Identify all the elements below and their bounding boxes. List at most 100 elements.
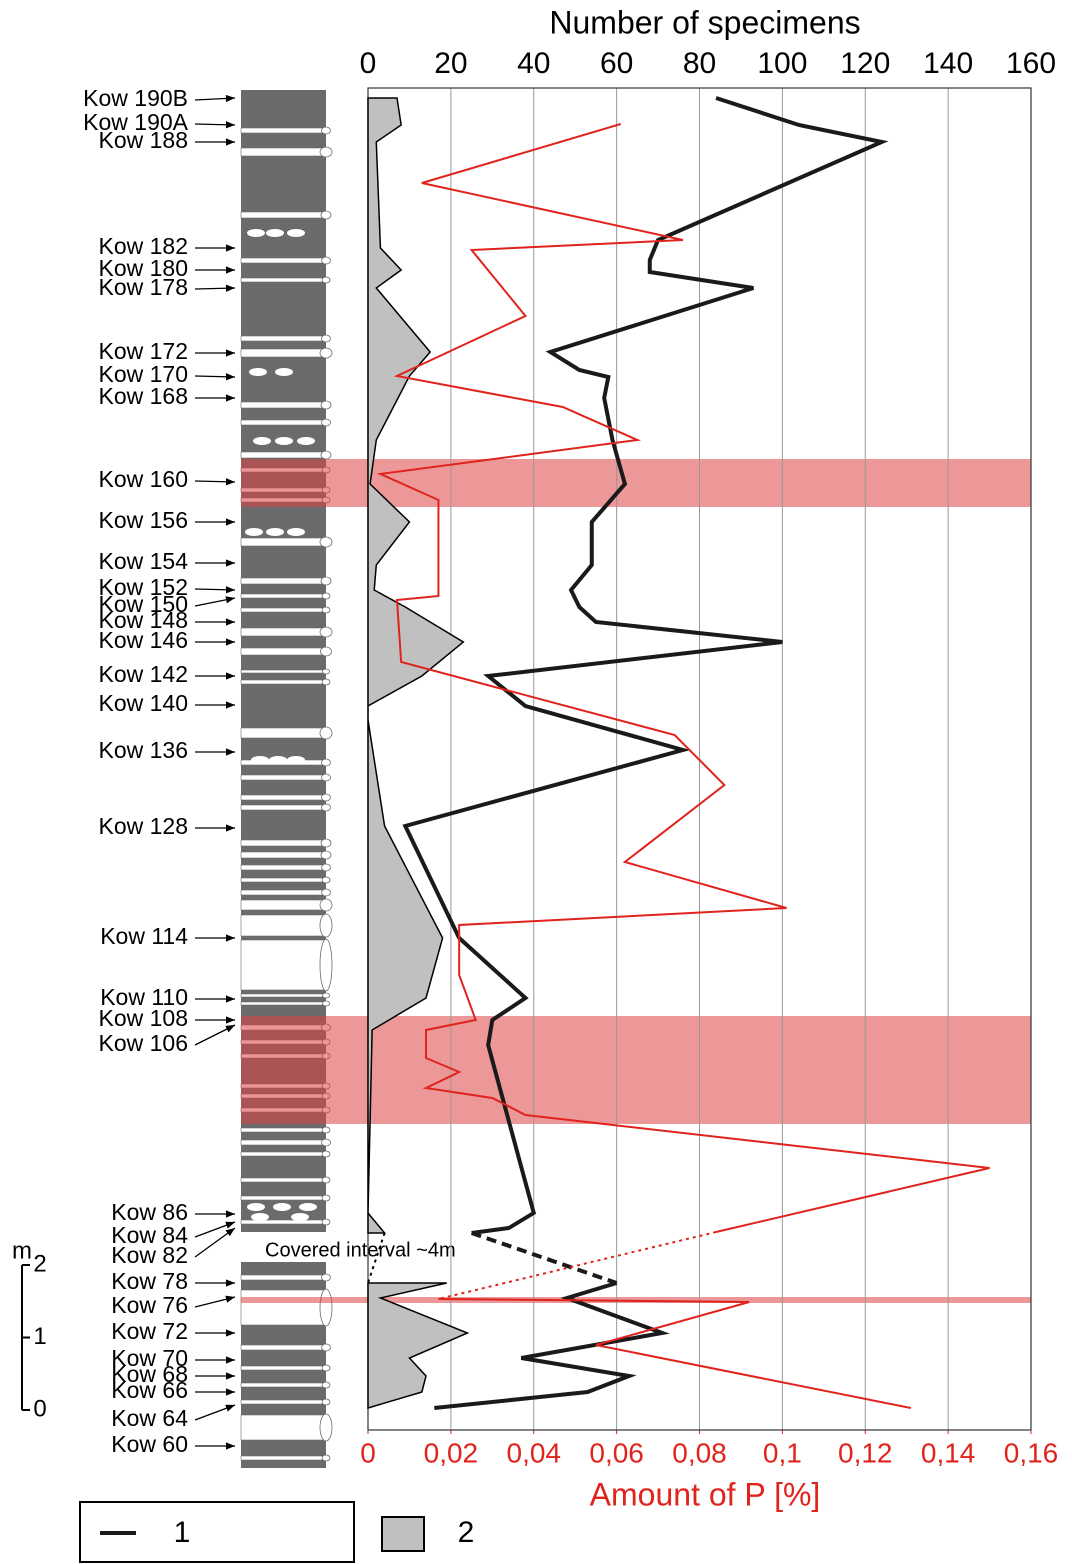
log-layer bbox=[241, 578, 326, 584]
nodule bbox=[251, 1213, 269, 1221]
log-layer bbox=[241, 278, 326, 282]
nodule bbox=[287, 229, 305, 237]
sample-label: Kow 128 bbox=[98, 813, 188, 839]
log-layer-edge bbox=[322, 774, 331, 781]
log-layer bbox=[241, 805, 326, 810]
log-layer bbox=[241, 1140, 326, 1145]
bottom-tick-label: 0,16 bbox=[1004, 1437, 1059, 1468]
log-layer-edge bbox=[323, 669, 330, 674]
log-layer-edge bbox=[320, 727, 332, 739]
nodule bbox=[269, 756, 287, 764]
nodule bbox=[266, 528, 284, 536]
log-layer-edge bbox=[320, 939, 332, 991]
log-layer bbox=[241, 212, 326, 218]
sample-arrow bbox=[195, 1405, 235, 1420]
log-layer-edge bbox=[322, 1127, 330, 1133]
sample-label: Kow 154 bbox=[98, 548, 188, 574]
series-line bbox=[405, 98, 882, 1408]
log-layer-edge bbox=[320, 537, 332, 547]
bottom-axis-title: Amount of P [%] bbox=[590, 1476, 821, 1512]
bottom-tick-label: 0,14 bbox=[921, 1437, 976, 1468]
nodule bbox=[253, 437, 271, 445]
sample-label: Kow 168 bbox=[98, 383, 188, 409]
log-layer bbox=[241, 878, 326, 882]
log-layer bbox=[241, 1366, 326, 1370]
log-layer-edge bbox=[321, 451, 331, 459]
nodule bbox=[275, 368, 293, 376]
sample-arrow bbox=[195, 1025, 235, 1045]
scale-label: 1 bbox=[33, 1323, 46, 1350]
log-layer-edge bbox=[322, 257, 331, 264]
log-layer bbox=[241, 670, 326, 673]
log-layer-edge bbox=[320, 899, 332, 911]
nodule bbox=[245, 528, 263, 536]
sample-label: Kow 108 bbox=[98, 1005, 188, 1031]
log-layer-edge bbox=[322, 593, 330, 599]
scale-unit: m bbox=[12, 1237, 32, 1264]
log-layer-edge bbox=[322, 877, 330, 883]
sample-arrow bbox=[195, 288, 235, 289]
log-layer-edge bbox=[321, 211, 331, 219]
bottom-tick-label: 0,08 bbox=[672, 1437, 727, 1468]
log-layer bbox=[241, 648, 326, 655]
log-layer-edge bbox=[322, 1219, 330, 1225]
log-layer-edge bbox=[322, 1177, 330, 1183]
sample-arrow bbox=[195, 98, 235, 100]
legend-label: 1 bbox=[174, 1516, 191, 1549]
scale-label: 2 bbox=[33, 1250, 46, 1277]
nodule bbox=[247, 1203, 265, 1211]
top-tick-label: 0 bbox=[360, 47, 377, 80]
log-layer bbox=[241, 680, 326, 684]
log-layer bbox=[241, 795, 326, 800]
sample-label: Kow 78 bbox=[111, 1268, 188, 1294]
log-layer bbox=[241, 594, 326, 598]
log-layer bbox=[241, 1415, 326, 1440]
log-layer-edge bbox=[323, 1001, 330, 1006]
sample-label: Kow 114 bbox=[100, 923, 188, 949]
log-layer-edge bbox=[321, 577, 331, 585]
log-layer-edge bbox=[322, 804, 331, 811]
sample-label: Kow 82 bbox=[111, 1242, 188, 1268]
legend-label: 2 bbox=[458, 1516, 475, 1549]
log-layer-edge bbox=[322, 1455, 330, 1461]
nodule bbox=[249, 368, 267, 376]
highlight-band bbox=[241, 459, 1031, 507]
log-layer bbox=[241, 852, 326, 858]
sample-label: Kow 66 bbox=[111, 1377, 188, 1403]
log-layer bbox=[241, 1275, 326, 1280]
log-layer bbox=[241, 728, 326, 738]
legend-swatch bbox=[382, 1517, 424, 1551]
log-layer-edge bbox=[320, 1414, 332, 1441]
log-layer bbox=[241, 538, 326, 546]
log-layer bbox=[241, 940, 326, 990]
top-tick-label: 40 bbox=[517, 47, 550, 80]
nodule bbox=[251, 756, 269, 764]
log-layer-edge bbox=[322, 607, 330, 613]
log-layer-edge bbox=[322, 794, 331, 801]
sample-label: Kow 178 bbox=[98, 274, 188, 300]
sample-arrow bbox=[195, 1222, 235, 1237]
top-tick-label: 20 bbox=[434, 47, 467, 80]
highlight-band bbox=[241, 1016, 1031, 1124]
sample-arrow bbox=[195, 589, 235, 590]
log-layer bbox=[241, 1152, 326, 1156]
log-layer-edge bbox=[322, 1139, 331, 1146]
sample-label: Kow 140 bbox=[98, 690, 188, 716]
log-layer bbox=[241, 994, 326, 997]
log-layer-edge bbox=[320, 348, 332, 358]
log-layer bbox=[241, 628, 326, 636]
top-tick-label: 140 bbox=[923, 47, 973, 80]
sample-label: Kow 60 bbox=[111, 1431, 188, 1457]
log-layer-edge bbox=[322, 335, 331, 342]
covered-connector bbox=[438, 1232, 716, 1299]
log-layer-edge bbox=[320, 147, 332, 157]
top-tick-label: 60 bbox=[600, 47, 633, 80]
log-layer bbox=[241, 915, 326, 936]
log-layer-edge bbox=[322, 1274, 331, 1281]
top-axis-title: Number of specimens bbox=[549, 4, 860, 40]
figure: Number of specimens Amount of P [%] Cove… bbox=[0, 0, 1072, 1564]
sample-arrow bbox=[195, 1297, 235, 1307]
log-layer-edge bbox=[321, 647, 332, 656]
log-layer bbox=[241, 1290, 326, 1325]
log-layer bbox=[241, 1400, 326, 1404]
